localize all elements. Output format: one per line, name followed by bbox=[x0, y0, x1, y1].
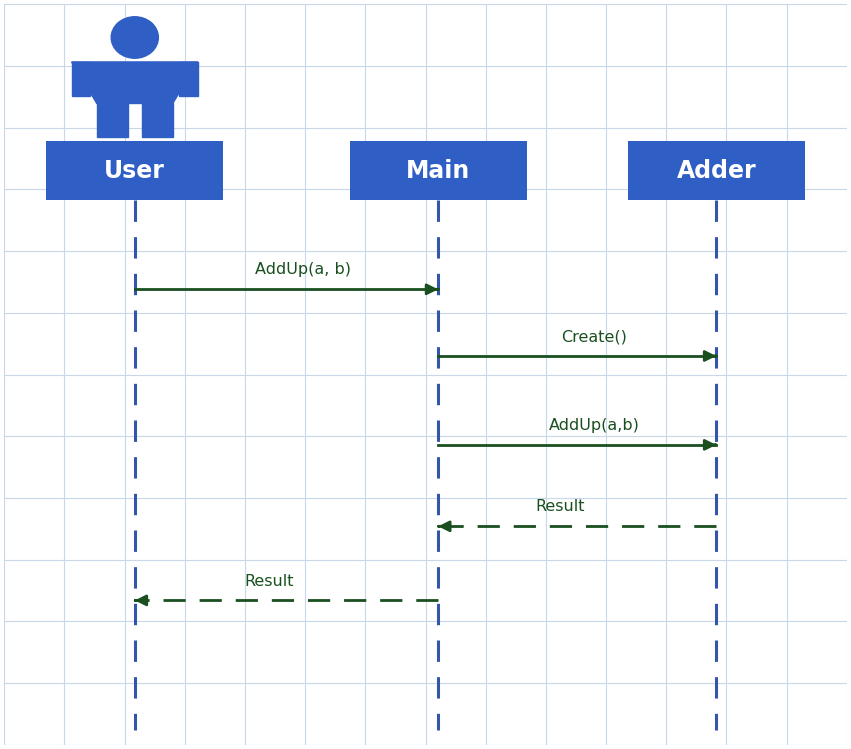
Text: Adder: Adder bbox=[677, 159, 756, 183]
Polygon shape bbox=[71, 62, 90, 96]
Polygon shape bbox=[141, 103, 173, 138]
Text: Result: Result bbox=[535, 500, 585, 515]
Text: Main: Main bbox=[406, 159, 471, 183]
Text: AddUp(a,b): AddUp(a,b) bbox=[549, 418, 639, 433]
Bar bbox=[46, 142, 223, 201]
Bar bbox=[350, 142, 527, 201]
Polygon shape bbox=[180, 62, 198, 96]
Bar bbox=[628, 142, 805, 201]
Text: AddUp(a, b): AddUp(a, b) bbox=[255, 262, 351, 277]
Polygon shape bbox=[97, 103, 128, 138]
Polygon shape bbox=[71, 62, 198, 103]
Text: User: User bbox=[105, 159, 165, 183]
Text: Result: Result bbox=[245, 574, 294, 589]
Text: Create(): Create() bbox=[561, 329, 627, 344]
Circle shape bbox=[111, 16, 158, 58]
